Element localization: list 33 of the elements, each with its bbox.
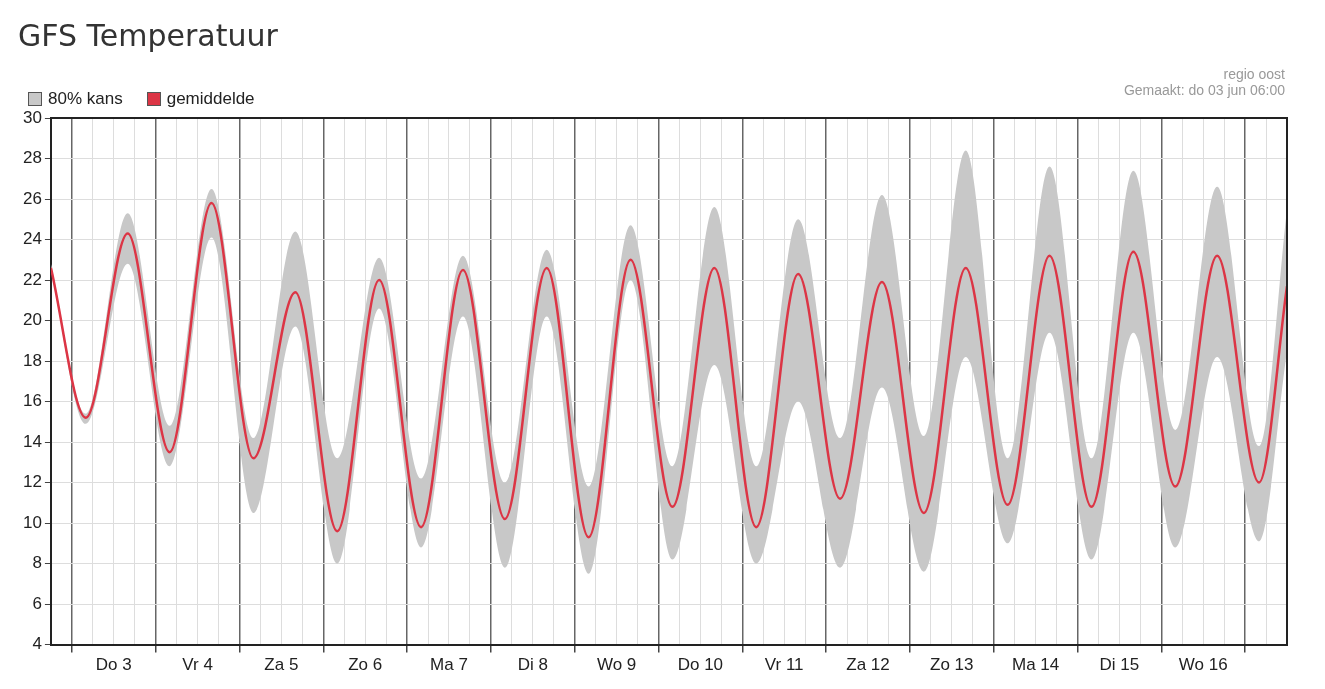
y-tick-label: 14 xyxy=(22,431,42,451)
text: regio oost xyxy=(1222,66,1285,82)
y-tick-label: 24 xyxy=(22,229,42,249)
y-tick-label: 28 xyxy=(22,148,42,168)
y-tick-label: 26 xyxy=(22,188,42,208)
x-tick-label: Zo 13 xyxy=(930,655,974,675)
y-tick-label: 16 xyxy=(22,391,42,411)
chart-title: GFS Temperatuur xyxy=(18,18,278,53)
x-tick-label: Za 12 xyxy=(846,655,890,675)
y-tick-label: 22 xyxy=(22,269,42,289)
legend-label: gemiddelde xyxy=(166,89,255,109)
x-tick-label: Wo 16 xyxy=(1178,655,1228,675)
x-tick-label: Vr 4 xyxy=(182,655,213,675)
y-tick-label: 10 xyxy=(22,512,42,532)
y-tick-label: 8 xyxy=(32,553,42,573)
x-tick-label: Ma 7 xyxy=(430,655,468,675)
x-tick-label: Di 15 xyxy=(1099,655,1140,675)
x-tick-label: Zo 6 xyxy=(348,655,383,675)
x-tick-label: Wo 9 xyxy=(596,655,637,675)
y-tick-label: 30 xyxy=(22,107,42,127)
y-tick-label: 18 xyxy=(22,350,42,370)
y-tick-label: 6 xyxy=(32,593,42,613)
x-tick-label: Ma 14 xyxy=(1011,655,1060,675)
x-tick-label: Do 3 xyxy=(95,655,132,675)
y-tick-label: 12 xyxy=(22,472,42,492)
y-tick-label: 20 xyxy=(22,310,42,330)
x-tick-label: Di 8 xyxy=(517,655,548,675)
x-tick-label: Vr 11 xyxy=(764,655,804,675)
y-tick-label: 4 xyxy=(32,634,42,654)
x-tick-label: Za 5 xyxy=(264,655,299,675)
text: Gemaakt: do 03 jun 06:00 xyxy=(1123,82,1285,98)
text: 80% kans xyxy=(48,89,123,109)
x-tick-label: Do 10 xyxy=(677,655,724,675)
